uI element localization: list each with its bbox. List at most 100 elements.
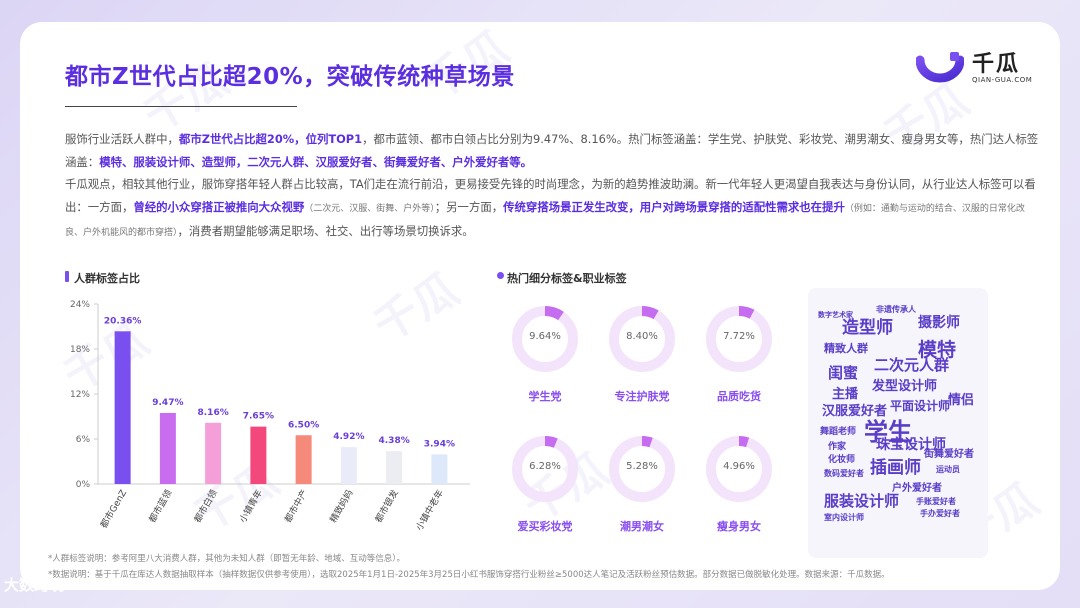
word-cloud-item: 造型师: [842, 318, 893, 338]
bar: [431, 454, 448, 484]
bar: [250, 426, 267, 484]
highlight-text: 都市Z世代占比超20%，位列TOP1: [178, 132, 363, 146]
logo-url: QIAN-GUA.COM: [972, 76, 1033, 84]
donut-ring: [706, 306, 772, 372]
donut-ring: [512, 436, 578, 502]
section-marker: [497, 272, 504, 279]
x-category-label: 都市银发: [372, 488, 400, 525]
qiangua-logo-mark-icon: [916, 52, 964, 83]
section-marker: [65, 271, 69, 282]
donut-value-label: 8.40%: [626, 331, 658, 342]
donut-value-label: 5.28%: [626, 461, 658, 472]
x-category-label: 精致妈妈: [327, 488, 355, 525]
bar-value-label: 9.47%: [152, 398, 183, 408]
logo-name: 千瓜: [972, 52, 1021, 77]
donut-category-label: 潮男潮女: [620, 520, 664, 533]
donut-slice: [512, 436, 578, 502]
word-cloud-item: 舞蹈老师: [820, 427, 857, 437]
tag-donut: 7.72% 品质吃货: [704, 304, 794, 429]
crowd-bar-chart: 0% 6% 12% 18% 24% 20.36% 都市GenZ 9.47% 都市蓝领 8.16% 都…: [70, 300, 470, 533]
tag-donut: 9.64% 学生党: [510, 304, 600, 429]
footnote-data: *数据说明：基于千瓜在库达人数据抽取样本（抽样数据仅供参考使用），选取2025年…: [48, 570, 890, 580]
x-category-label: 都市GenZ: [98, 488, 130, 531]
word-cloud-item: 室内设计师: [824, 513, 864, 522]
highlight-text: 传统穿搭场景正发生改变，用户对跨场景穿搭的适配性需求也在提升: [503, 199, 845, 214]
donut-slice: [706, 436, 772, 502]
word-cloud-item: 街舞爱好者: [924, 449, 974, 460]
donut-category-label: 学生党: [528, 390, 562, 403]
text-segment: ；另一方面，: [434, 199, 504, 214]
donut-ring: [706, 436, 772, 502]
y-tick-label: 18%: [70, 345, 90, 355]
x-category-label: 都市中产: [282, 488, 310, 525]
footnote-crowd: *人群标签说明：参考阿里八大消费人群，其他为未知人群（即暂无年龄、地域、互动等信…: [48, 554, 406, 564]
word-cloud-item: 手账爱好者: [916, 497, 956, 506]
word-cloud-item: 精致人群: [824, 342, 868, 355]
word-cloud-item: 发型设计师: [872, 379, 938, 394]
donut-category-label: 品质吃货: [717, 390, 761, 403]
word-cloud-item: 摄影师: [918, 315, 960, 331]
word-cloud-item: 数码爱好者: [824, 469, 864, 478]
paragraph-insight: 千瓜观点，相较其他行业，服饰穿搭年轻人群占比较高，TA们走在流行前沿，更易接受先…: [65, 173, 1040, 245]
corner-watermark: 大数跨境: [4, 576, 65, 594]
donut-value-label: 6.28%: [529, 461, 561, 472]
bar-value-label: 8.16%: [198, 408, 229, 418]
note-text: （例如：通勤与运动的结合、汉服的日常化改良、户外机能风的都市穿搭）: [65, 203, 1025, 239]
word-cloud-item: 数字艺术家: [818, 311, 853, 319]
bar: [386, 451, 403, 484]
donut-ring: [512, 306, 578, 372]
donut-category-label: 瘦身男女: [717, 520, 761, 533]
bar-value-label: 4.92%: [333, 432, 364, 442]
bar-value-label: 20.36%: [104, 316, 142, 326]
donut-slice: [609, 436, 675, 502]
bar: [340, 447, 357, 484]
word-cloud-item: 主播: [832, 387, 859, 402]
bar-value-label: 3.94%: [424, 439, 455, 449]
highlight-text: 曾经的小众穿搭正被推向大众视野: [133, 199, 305, 214]
title-underline: [65, 106, 297, 107]
word-cloud-item: 户外爱好者: [892, 483, 942, 494]
word-cloud-item: 服装设计师: [824, 492, 900, 510]
word-cloud-item: 非遗传承人: [876, 305, 916, 314]
tag-donut: 6.28% 爱买彩妆党: [510, 434, 600, 559]
word-cloud-item: 运动员: [936, 465, 960, 474]
highlight-text: 模特、服装设计师、造型师，二次元人群、汉服爱好者、街舞爱好者、户外爱好者等。: [99, 154, 533, 169]
text-segment: ，都市蓝领、都市白领占比分别为9.47%、8.16%。热门标签涵盖：学生党、护肤…: [65, 132, 1039, 169]
bar: [114, 331, 131, 484]
x-category-label: 小镇中老年: [413, 488, 446, 533]
donut-slice: [706, 306, 772, 372]
donut-ring: [609, 306, 675, 372]
x-category-label: 都市蓝领: [146, 488, 174, 525]
donut-category-label: 爱买彩妆党: [517, 520, 573, 533]
y-tick-label: 0%: [76, 480, 91, 490]
note-text: （二次元、汉服、街舞、户外等）: [304, 203, 435, 214]
text-segment: 服饰行业活跃人群中，: [65, 132, 179, 146]
paragraph-summary: 服饰行业活跃人群中，都市Z世代占比超20%，位列TOP1，都市蓝领、都市白领占比…: [65, 128, 1040, 173]
word-cloud-item: 闺蜜: [828, 364, 859, 382]
tag-donut: 8.40% 专注护肤党: [607, 304, 697, 429]
bar-value-label: 7.65%: [243, 412, 274, 422]
tag-donut: 5.28% 潮男潮女: [607, 434, 697, 559]
y-tick-label: 24%: [70, 300, 90, 310]
section-title-crowd: 人群标签占比: [74, 272, 140, 285]
tag-donut: 4.96% 瘦身男女: [704, 434, 794, 559]
donut-category-label: 专注护肤党: [614, 390, 670, 403]
word-cloud-item: 情侣: [948, 393, 975, 408]
y-tick-label: 12%: [70, 390, 90, 400]
x-category-label: 小镇青年: [237, 488, 265, 525]
word-cloud-item: 手办爱好者: [920, 509, 960, 518]
y-tick-label: 6%: [76, 435, 91, 445]
profession-word-cloud: 数字艺术家 非遗传承人 造型师 摄影师 模特 精致人群 二次元人群 闺蜜 发型设…: [808, 288, 988, 558]
bar: [159, 412, 176, 484]
word-cloud-item: 汉服爱好者: [822, 404, 888, 419]
section-title-tags: 热门细分标签&职业标签: [507, 272, 627, 285]
donut-value-label: 9.64%: [529, 331, 561, 342]
word-cloud-item: 学生: [864, 418, 912, 446]
word-cloud-item: 模特: [918, 339, 957, 361]
word-cloud-item: 插画师: [870, 458, 921, 478]
donut-value-label: 7.72%: [723, 331, 755, 342]
bar-value-label: 4.38%: [379, 436, 410, 446]
word-cloud-item: 平面设计师: [890, 399, 951, 413]
text-segment: 千瓜观点，相较其他行业，服饰穿搭年轻人群占比较高，TA们走在流行前沿，更易接受先…: [65, 177, 1036, 214]
bar: [205, 422, 222, 484]
